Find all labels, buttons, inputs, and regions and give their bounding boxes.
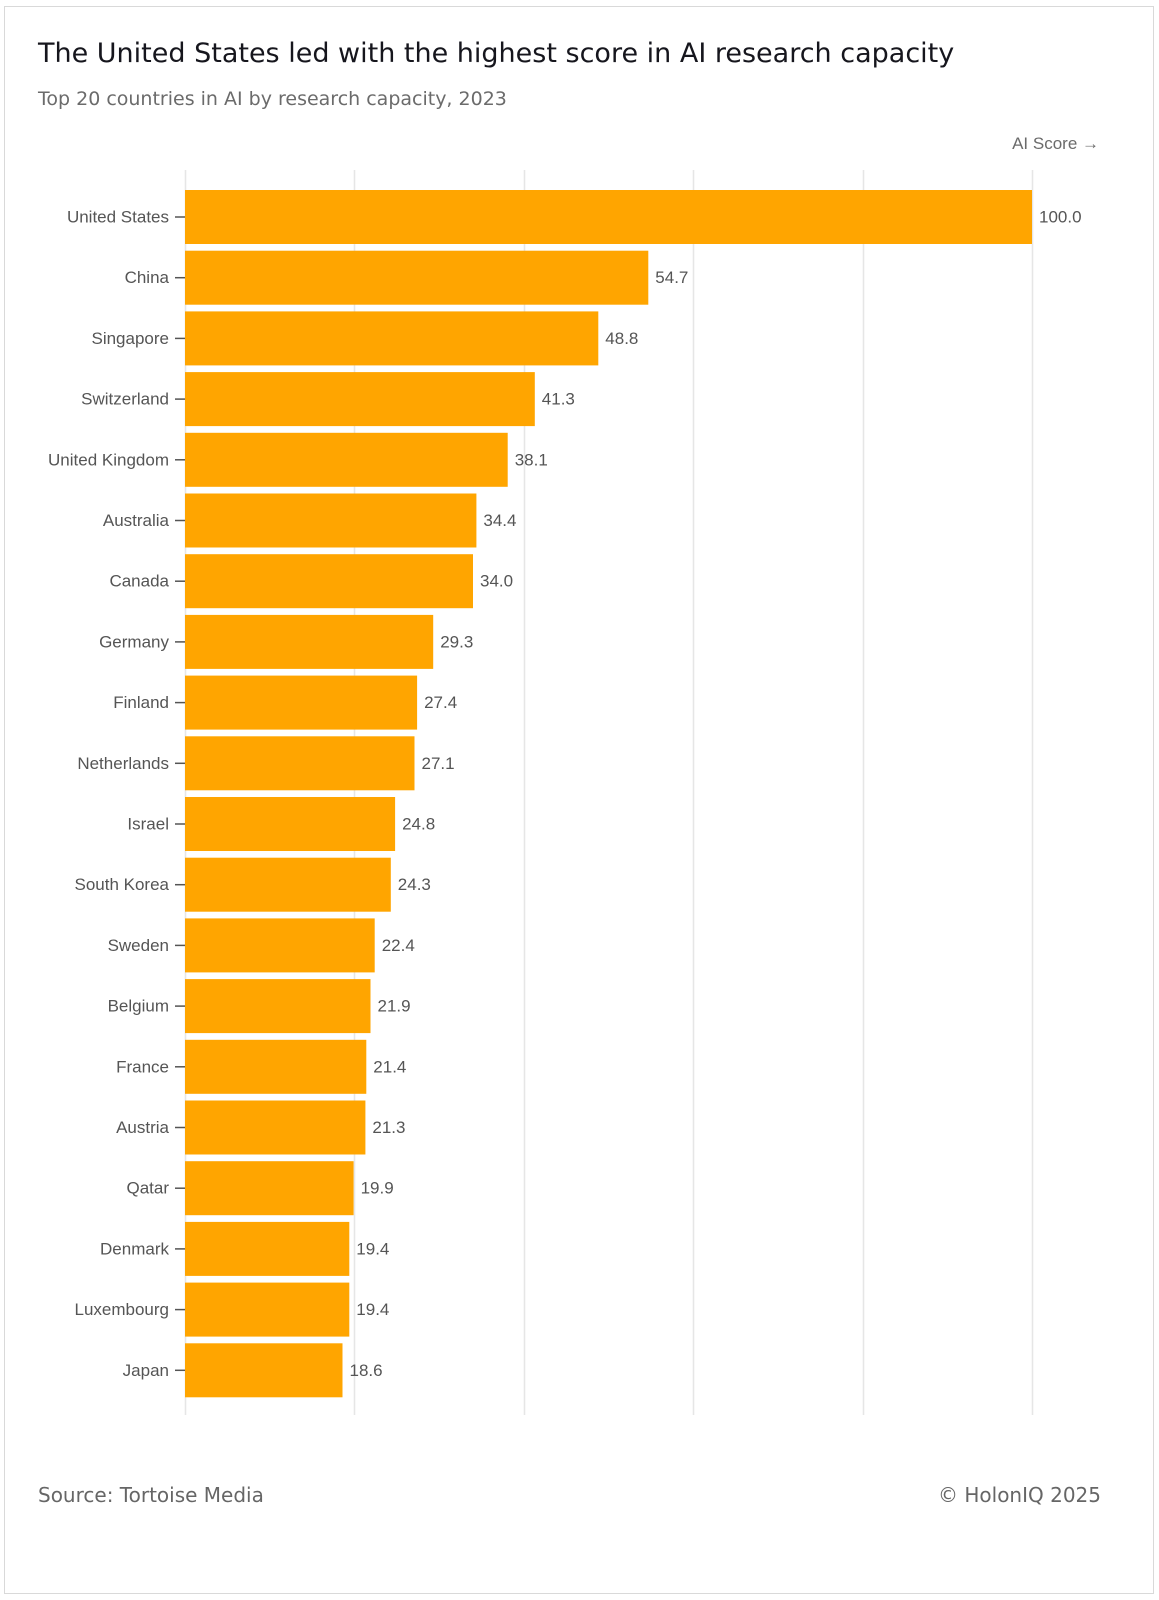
bar-15 xyxy=(185,1100,366,1155)
value-label-18: 19.4 xyxy=(356,1300,389,1319)
value-label-16: 19.9 xyxy=(361,1179,394,1198)
category-label-4: United Kingdom xyxy=(48,450,169,469)
chart-subtitle: Top 20 countries in AI by research capac… xyxy=(38,88,507,110)
value-label-7: 29.3 xyxy=(440,632,473,651)
value-label-13: 21.9 xyxy=(378,997,411,1016)
value-labels: 100.0 54.7 48.8 41.3 38.1 34.4 34.0 29.3 27.4 27.… xyxy=(350,208,1082,1380)
y-axis-ticks xyxy=(175,216,185,1372)
bar-11 xyxy=(185,857,391,912)
value-label-6: 34.0 xyxy=(480,572,513,591)
category-label-16: Qatar xyxy=(126,1179,169,1198)
value-label-14: 21.4 xyxy=(373,1057,406,1076)
bar-12 xyxy=(185,918,375,973)
bar-16 xyxy=(185,1161,354,1216)
category-label-9: Netherlands xyxy=(77,754,169,773)
value-label-17: 19.4 xyxy=(356,1239,389,1258)
value-label-1: 54.7 xyxy=(655,268,688,287)
category-label-7: Germany xyxy=(99,632,169,651)
category-label-10: Israel xyxy=(127,815,169,834)
copyright-note: © HolonIQ 2025 xyxy=(938,1483,1101,1507)
value-label-15: 21.3 xyxy=(372,1118,405,1137)
bar-14 xyxy=(185,1039,367,1094)
source-note: Source: Tortoise Media xyxy=(38,1483,264,1507)
value-label-12: 22.4 xyxy=(382,936,415,955)
category-label-2: Singapore xyxy=(91,329,169,348)
category-label-5: Australia xyxy=(103,511,170,530)
value-label-10: 24.8 xyxy=(402,815,435,834)
category-label-6: Canada xyxy=(109,572,169,591)
category-label-14: France xyxy=(116,1057,169,1076)
bar-1 xyxy=(185,250,649,305)
category-label-17: Denmark xyxy=(100,1239,169,1258)
bar-8 xyxy=(185,675,418,730)
bar-10 xyxy=(185,797,396,851)
bar-19 xyxy=(185,1343,343,1398)
category-label-15: Austria xyxy=(116,1118,169,1137)
bar-9 xyxy=(185,736,415,791)
bar-17 xyxy=(185,1221,350,1276)
category-label-19: Japan xyxy=(123,1361,169,1380)
value-label-5: 34.4 xyxy=(483,511,516,530)
chart-title: The United States led with the highest s… xyxy=(38,38,955,69)
category-label-13: Belgium xyxy=(108,997,169,1016)
bar-0 xyxy=(185,190,1032,244)
value-label-11: 24.3 xyxy=(398,875,431,894)
category-label-8: Finland xyxy=(113,693,169,712)
bars xyxy=(185,190,1032,1398)
category-labels: United States China Singapore Switzerland Un… xyxy=(48,208,170,1380)
bar-13 xyxy=(185,979,371,1034)
value-label-2: 48.8 xyxy=(605,329,638,348)
value-label-19: 18.6 xyxy=(350,1361,383,1380)
category-label-0: United States xyxy=(67,208,169,227)
bar-5 xyxy=(185,493,477,548)
bar-4 xyxy=(185,432,508,487)
category-label-3: Switzerland xyxy=(81,390,169,409)
bar-6 xyxy=(185,554,473,609)
value-label-0: 100.0 xyxy=(1039,208,1082,227)
bar-3 xyxy=(185,372,535,427)
value-label-4: 38.1 xyxy=(515,450,548,469)
bar-7 xyxy=(185,614,434,669)
x-axis-label: AI Score → xyxy=(1012,134,1099,153)
category-label-11: South Korea xyxy=(74,875,169,894)
value-label-9: 27.1 xyxy=(422,754,455,773)
value-label-8: 27.4 xyxy=(424,693,457,712)
category-label-12: Sweden xyxy=(108,936,169,955)
category-label-1: China xyxy=(125,268,170,287)
bar-18 xyxy=(185,1282,350,1337)
value-label-3: 41.3 xyxy=(542,390,575,409)
category-label-18: Luxembourg xyxy=(74,1300,169,1319)
bar-2 xyxy=(185,311,599,366)
